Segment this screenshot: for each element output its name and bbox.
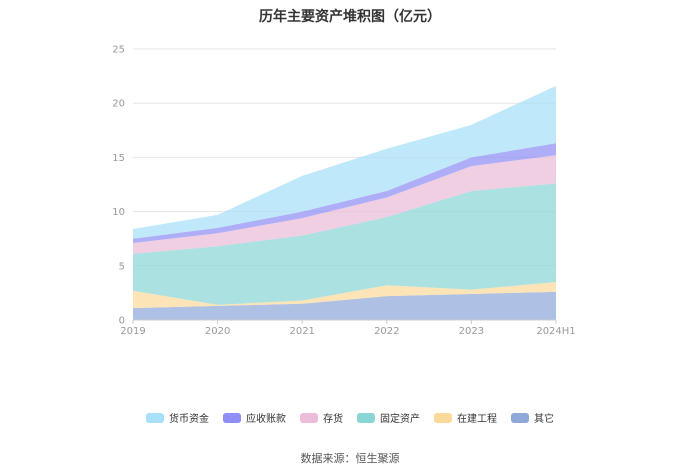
area-固定资产[interactable] <box>133 183 556 305</box>
y-tick-label: 10 <box>112 207 125 218</box>
legend-item-应收账款[interactable]: 应收账款 <box>223 410 286 425</box>
legend-label: 货币资金 <box>169 414 209 425</box>
area-货币资金[interactable] <box>133 85 556 239</box>
x-tick-label: 2024H1 <box>536 326 575 337</box>
area-应收账款[interactable] <box>133 143 556 244</box>
x-tick-label: 2021 <box>289 326 314 337</box>
chart-title: 历年主要资产堆积图（亿元） <box>259 9 441 25</box>
area-在建工程[interactable] <box>133 282 556 309</box>
series-areas <box>133 85 556 320</box>
y-tick-label: 0 <box>119 316 125 327</box>
legend-label: 在建工程 <box>457 414 497 425</box>
x-tick-label: 2019 <box>120 326 145 337</box>
x-tick-label: 2023 <box>459 326 484 337</box>
legend-swatch <box>300 412 318 423</box>
legend-label: 其它 <box>534 414 554 425</box>
legend-label: 存货 <box>323 414 343 425</box>
axes: 0 5 10 15 20 25 2019 2020 2021 2022 2023 2024H1 <box>112 45 575 338</box>
legend-item-固定资产[interactable]: 固定资产 <box>357 410 420 425</box>
legend-swatch <box>357 412 375 423</box>
y-tick-label: 20 <box>112 99 125 110</box>
area-其它[interactable] <box>133 291 556 320</box>
legend-item-存货[interactable]: 存货 <box>300 410 343 425</box>
legend-item-其它[interactable]: 其它 <box>511 410 554 425</box>
legend-item-在建工程[interactable]: 在建工程 <box>434 410 497 425</box>
legend-item-货币资金[interactable]: 货币资金 <box>146 410 209 425</box>
y-tick-label: 25 <box>112 45 125 56</box>
legend-swatch <box>434 412 452 423</box>
legend-label: 应收账款 <box>246 414 286 425</box>
legend-swatch <box>146 412 164 423</box>
legend: 货币资金 应收账款 存货 固定资产 在建工程 其它 <box>0 410 700 425</box>
legend-swatch <box>511 412 529 423</box>
y-tick-label: 15 <box>112 153 125 164</box>
legend-label: 固定资产 <box>380 414 420 425</box>
x-tick-label: 2022 <box>374 326 399 337</box>
y-tick-label: 5 <box>119 261 125 272</box>
area-存货[interactable] <box>133 155 556 254</box>
data-source-note: 数据来源：恒生聚源 <box>300 452 400 465</box>
x-tick-label: 2020 <box>205 326 230 337</box>
legend-swatch <box>223 412 241 423</box>
